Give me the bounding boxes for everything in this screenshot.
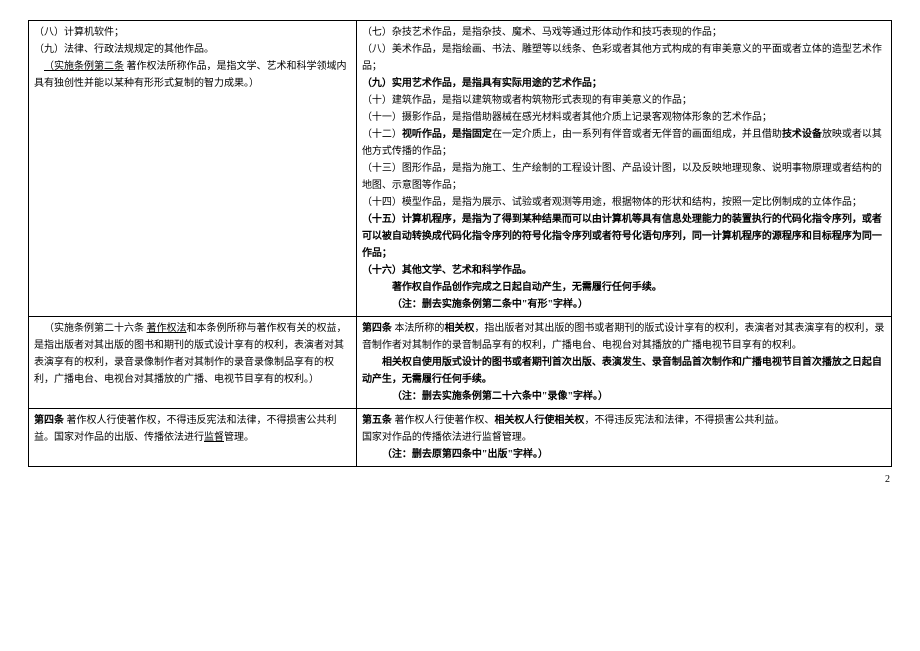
right-cell: 第五条 著作权人行使著作权、相关权人行使相关权，不得违反宪法和法律，不得损害公共… [356, 409, 891, 467]
para: （注：删去实施条例第二十六条中"录像"字样。） [362, 388, 886, 405]
para: （十六）其他文学、艺术和科学作品。 [362, 262, 886, 279]
text-run: （实施条例第二条 [44, 61, 124, 72]
para: （七）杂技艺术作品，是指杂技、魔术、马戏等通过形体动作和技巧表现的作品； [362, 24, 886, 41]
text-run: （注：删去原第四条中"出版"字样。） [382, 449, 548, 460]
document-page: （八）计算机软件；（九）法律、行政法规规定的其他作品。（实施条例第二条 著作权法… [0, 0, 920, 502]
table-row: （实施条例第二十六条 著作权法和本条例所称与著作权有关的权益，是指出版者对其出版… [29, 317, 892, 409]
text-run: （十二） [362, 129, 402, 140]
para: （八）美术作品，是指绘画、书法、雕塑等以线条、色彩或者其他方式构成的有审美意义的… [362, 41, 886, 75]
text-run: 相关权自使用版式设计的图书或者期刊首次出版、表演发生、录音制品首次制作和广播电视… [362, 357, 882, 385]
para: 著作权自作品创作完成之日起自动产生，无需履行任何手续。 [362, 279, 886, 296]
text-run: 相关权人行使相关权 [494, 415, 584, 426]
left-cell: 第四条 著作权人行使著作权，不得违反宪法和法律，不得损害公共利益。国家对作品的出… [29, 409, 357, 467]
para: 国家对作品的传播依法进行监督管理。 [362, 429, 886, 446]
para: （注：删去实施条例第二条中"有形"字样。） [362, 296, 886, 313]
para: 第四条 著作权人行使著作权，不得违反宪法和法律，不得损害公共利益。国家对作品的出… [34, 412, 351, 446]
para: （八）计算机软件； [34, 24, 351, 41]
para: （九）实用艺术作品，是指具有实际用途的艺术作品； [362, 75, 886, 92]
text-run: 著作权法 [147, 323, 187, 334]
text-run: 监督 [204, 432, 224, 443]
para: （十）建筑作品，是指以建筑物或者构筑物形式表现的有审美意义的作品； [362, 92, 886, 109]
table-row: 第四条 著作权人行使著作权，不得违反宪法和法律，不得损害公共利益。国家对作品的出… [29, 409, 892, 467]
text-run: 视听作品，是指固定 [402, 129, 492, 140]
para: （注：删去原第四条中"出版"字样。） [362, 446, 886, 463]
text-run: ，不得违反宪法和法律，不得损害公共利益。 [584, 415, 784, 426]
para: 第五条 著作权人行使著作权、相关权人行使相关权，不得违反宪法和法律，不得损害公共… [362, 412, 886, 429]
text-run: 第四条 [362, 323, 392, 334]
para: （九）法律、行政法规规定的其他作品。 [34, 41, 351, 58]
para: （实施条例第二十六条 著作权法和本条例所称与著作权有关的权益，是指出版者对其出版… [34, 320, 351, 388]
para: 相关权自使用版式设计的图书或者期刊首次出版、表演发生、录音制品首次制作和广播电视… [362, 354, 886, 388]
text-run: （十五）计算机程序，是指为了得到某种结果而可以由计算机等具有信息处理能力的装置执… [362, 214, 882, 259]
text-run: （注：删去实施条例第二十六条中"录像"字样。） [392, 391, 608, 402]
para: 第四条 本法所称的相关权，指出版者对其出版的图书或者期刊的版式设计享有的权利，表… [362, 320, 886, 354]
para: （十二）视听作品，是指固定在一定介质上，由一系列有伴音或者无伴音的画面组成，并且… [362, 126, 886, 160]
text-run: 本法所称的 [392, 323, 445, 334]
text-run: 相关权 [444, 323, 474, 334]
table-row: （八）计算机软件；（九）法律、行政法规规定的其他作品。（实施条例第二条 著作权法… [29, 21, 892, 317]
comparison-table: （八）计算机软件；（九）法律、行政法规规定的其他作品。（实施条例第二条 著作权法… [28, 20, 892, 467]
left-cell: （八）计算机软件；（九）法律、行政法规规定的其他作品。（实施条例第二条 著作权法… [29, 21, 357, 317]
text-run: （实施条例第二十六条 [44, 323, 147, 334]
right-cell: 第四条 本法所称的相关权，指出版者对其出版的图书或者期刊的版式设计享有的权利，表… [356, 317, 891, 409]
text-run: （十六）其他文学、艺术和科学作品。 [362, 265, 532, 276]
text-run: 第四条 [34, 415, 64, 426]
page-number: 2 [28, 467, 892, 488]
para: （十五）计算机程序，是指为了得到某种结果而可以由计算机等具有信息处理能力的装置执… [362, 211, 886, 262]
text-run: 技术设备 [782, 129, 822, 140]
text-run: 在一定介质上，由一系列有伴音或者无伴音的画面组成，并且借助 [492, 129, 782, 140]
para: （实施条例第二条 著作权法所称作品，是指文学、艺术和科学领域内具有独创性并能以某… [34, 58, 351, 92]
text-run: 著作权人行使著作权，不得违反宪法和法律，不得损害公共利益。国家对作品的出版、传播… [34, 415, 337, 443]
para: （十一）摄影作品，是指借助器械在感光材料或者其他介质上记录客观物体形象的艺术作品… [362, 109, 886, 126]
text-run: （九）实用艺术作品，是指具有实际用途的艺术作品； [362, 78, 602, 89]
right-cell: （七）杂技艺术作品，是指杂技、魔术、马戏等通过形体动作和技巧表现的作品；（八）美… [356, 21, 891, 317]
para: （十四）模型作品，是指为展示、试验或者观测等用途，根据物体的形状和结构，按照一定… [362, 194, 886, 211]
text-run: 著作权人行使著作权、 [392, 415, 495, 426]
para: （十三）图形作品，是指为施工、生产绘制的工程设计图、产品设计图，以及反映地理现象… [362, 160, 886, 194]
text-run: 第五条 [362, 415, 392, 426]
text-run: 著作权自作品创作完成之日起自动产生，无需履行任何手续。 [392, 282, 662, 293]
left-cell: （实施条例第二十六条 著作权法和本条例所称与著作权有关的权益，是指出版者对其出版… [29, 317, 357, 409]
text-run: （注：删去实施条例第二条中"有形"字样。） [392, 299, 588, 310]
text-run: 管理。 [224, 432, 254, 443]
